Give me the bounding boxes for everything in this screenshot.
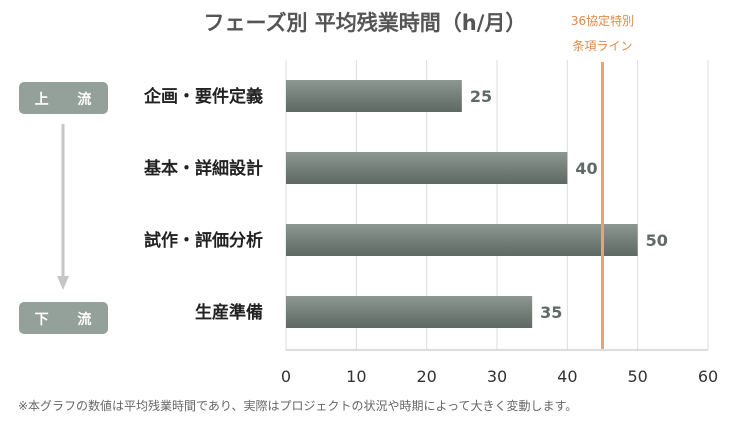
- x-tick-label: 20: [416, 367, 436, 386]
- upstream-badge-bg: [19, 82, 108, 114]
- flow-arrow-head-icon: [57, 276, 69, 290]
- value-labels: 25 40 50 35: [470, 87, 668, 322]
- upstream-label: 上 流: [35, 91, 104, 108]
- bar: [286, 224, 638, 256]
- bar: [286, 296, 533, 328]
- bar: [286, 152, 568, 184]
- bar: [286, 80, 462, 112]
- x-tick-label: 10: [346, 367, 366, 386]
- x-tick-label: 30: [487, 367, 507, 386]
- upstream-badge: 上 流: [19, 82, 108, 114]
- reference-line-label-2: 条項ライン: [572, 39, 632, 53]
- x-tick-labels: 0 10 20 30 40 50 60: [281, 367, 718, 386]
- category-label: 試作・評価分析: [144, 230, 263, 251]
- footnote: ※本グラフの数値は平均残業時間であり、実際はプロジェクトの状況や時期によって大き…: [18, 398, 577, 413]
- x-tick-label: 0: [281, 367, 291, 386]
- value-label: 40: [575, 159, 597, 178]
- category-label: 企画・要件定義: [143, 86, 263, 107]
- value-label: 50: [646, 231, 668, 250]
- downstream-label: 下 流: [35, 311, 104, 328]
- downstream-badge: 下 流: [19, 302, 108, 334]
- category-label: 基本・詳細設計: [143, 158, 263, 179]
- chart-title: フェーズ別 平均残業時間（h/月）: [204, 11, 527, 35]
- x-tick-label: 40: [557, 367, 577, 386]
- bars: [286, 80, 638, 328]
- downstream-badge-bg: [19, 302, 108, 334]
- value-label: 35: [540, 303, 562, 322]
- x-tick-label: 60: [698, 367, 718, 386]
- x-tick-label: 50: [627, 367, 647, 386]
- value-label: 25: [470, 87, 492, 106]
- reference-line-label-1: 36協定特別: [571, 13, 634, 28]
- category-label: 生産準備: [195, 302, 263, 323]
